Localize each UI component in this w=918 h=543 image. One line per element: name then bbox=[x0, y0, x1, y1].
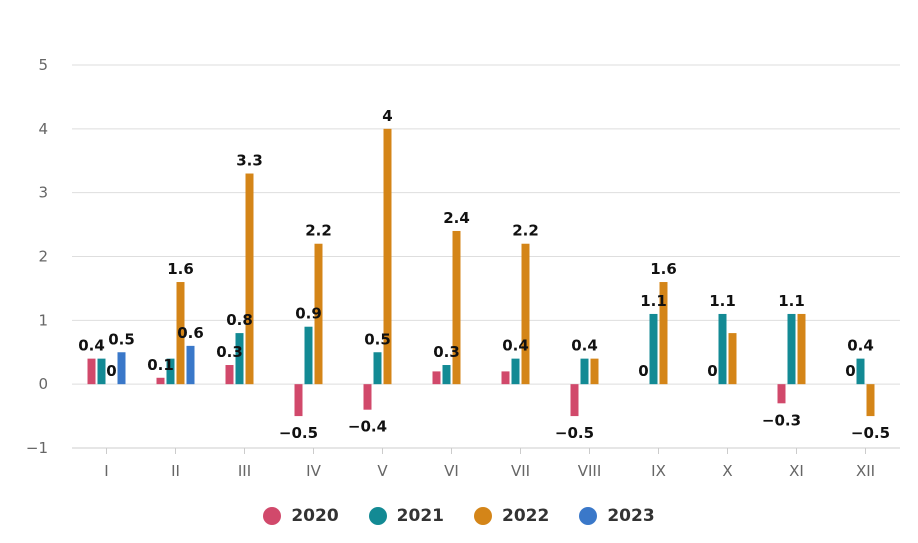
bar bbox=[363, 384, 372, 410]
bar bbox=[728, 333, 737, 385]
data-label: 0.1 bbox=[147, 356, 174, 374]
legend-label: 2023 bbox=[607, 506, 655, 526]
bar bbox=[452, 230, 461, 385]
data-label: 0 bbox=[106, 362, 116, 380]
legend-label: 2022 bbox=[502, 506, 550, 526]
bar bbox=[117, 352, 126, 385]
bar bbox=[245, 173, 254, 385]
y-tick-label: 1 bbox=[38, 311, 48, 329]
bar bbox=[383, 128, 392, 385]
data-label: 1.1 bbox=[778, 292, 805, 310]
bar bbox=[501, 371, 510, 385]
bar bbox=[432, 371, 441, 385]
data-label: 0.9 bbox=[295, 305, 322, 323]
data-label: 0.4 bbox=[571, 337, 598, 355]
legend-item[interactable]: 2020 bbox=[263, 506, 339, 526]
bar bbox=[87, 358, 96, 385]
x-tick-label: I bbox=[104, 462, 108, 480]
bar bbox=[442, 365, 451, 385]
legend-marker bbox=[263, 507, 282, 525]
x-tick-label: II bbox=[171, 462, 180, 480]
bar bbox=[314, 243, 323, 385]
bar bbox=[186, 345, 195, 385]
y-tick-label: 5 bbox=[38, 56, 48, 74]
data-label: −0.5 bbox=[279, 424, 318, 442]
y-tick-label: 3 bbox=[38, 184, 48, 202]
data-label: 0.5 bbox=[364, 330, 391, 348]
bar bbox=[521, 243, 530, 385]
data-label: 0.8 bbox=[226, 311, 253, 329]
y-tick-label: 0 bbox=[38, 375, 48, 393]
bar bbox=[787, 313, 796, 385]
x-tick-label: VIII bbox=[578, 462, 602, 480]
bar bbox=[590, 358, 599, 385]
bar bbox=[235, 333, 244, 385]
bar bbox=[777, 384, 786, 404]
x-tick-label: VII bbox=[511, 462, 530, 480]
legend-marker bbox=[474, 507, 492, 525]
bar bbox=[718, 313, 727, 385]
legend-label: 2020 bbox=[291, 506, 339, 526]
bar bbox=[580, 358, 589, 385]
bar bbox=[304, 326, 313, 385]
bar bbox=[156, 377, 165, 385]
data-label: 0 bbox=[845, 362, 855, 380]
data-label: 0.3 bbox=[433, 343, 460, 361]
data-label: −0.3 bbox=[762, 411, 801, 429]
bar bbox=[166, 358, 175, 385]
data-label: 2.4 bbox=[443, 209, 470, 227]
bar bbox=[649, 313, 658, 385]
bar bbox=[294, 384, 303, 417]
legend-item[interactable]: 2022 bbox=[474, 506, 549, 526]
legend: 2020 2021 2022 2023 bbox=[0, 506, 918, 526]
data-label: 2.2 bbox=[512, 222, 539, 240]
data-label: 0.4 bbox=[847, 337, 874, 355]
bar bbox=[797, 313, 806, 385]
bar bbox=[176, 282, 185, 385]
data-label: 4 bbox=[382, 107, 392, 125]
legend-item[interactable]: 2023 bbox=[579, 506, 655, 526]
legend-item[interactable]: 2021 bbox=[368, 506, 444, 526]
data-label: 1.1 bbox=[640, 292, 667, 310]
data-label: 0.5 bbox=[108, 330, 135, 348]
data-label: 0.4 bbox=[78, 337, 105, 355]
bar bbox=[511, 358, 520, 385]
x-tick-label: V bbox=[377, 462, 388, 480]
x-tick-label: III bbox=[238, 462, 251, 480]
bar bbox=[97, 358, 106, 385]
x-tick-label: X bbox=[722, 462, 732, 480]
data-label: 1.1 bbox=[709, 292, 736, 310]
bar bbox=[856, 358, 865, 385]
data-label: 3.3 bbox=[236, 152, 263, 170]
x-tick-label: VI bbox=[444, 462, 459, 480]
data-label: 1.6 bbox=[167, 260, 194, 278]
data-label: 0.6 bbox=[177, 324, 204, 342]
data-label: 1.6 bbox=[650, 260, 677, 278]
x-tick-label: XI bbox=[789, 462, 804, 480]
data-label: −0.4 bbox=[348, 418, 387, 436]
data-label: 2.2 bbox=[305, 222, 332, 240]
x-tick-label: IX bbox=[651, 462, 666, 480]
y-tick-label: −1 bbox=[26, 439, 48, 457]
legend-marker bbox=[579, 507, 598, 525]
bar bbox=[866, 384, 875, 417]
data-label: −0.5 bbox=[555, 424, 594, 442]
y-tick-label: 2 bbox=[38, 248, 48, 266]
x-tick-label: XII bbox=[856, 462, 875, 480]
data-label: 0.4 bbox=[502, 337, 529, 355]
bar bbox=[225, 365, 234, 385]
bar bbox=[570, 384, 579, 417]
data-label: 0.3 bbox=[216, 343, 243, 361]
y-tick-label: 4 bbox=[38, 120, 48, 138]
x-tick-label: IV bbox=[306, 462, 321, 480]
legend-marker bbox=[368, 507, 387, 525]
data-label: −0.5 bbox=[851, 424, 890, 442]
data-label: 0 bbox=[638, 362, 648, 380]
bar bbox=[373, 352, 382, 385]
data-label: 0 bbox=[707, 362, 717, 380]
bar bbox=[659, 282, 668, 385]
legend-label: 2021 bbox=[396, 506, 444, 526]
